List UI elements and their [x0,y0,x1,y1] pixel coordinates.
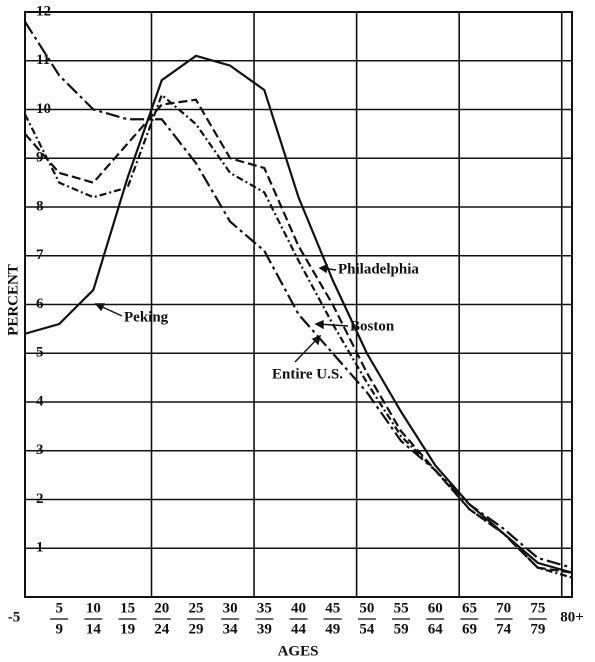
x-tick-label: 69 [462,621,477,637]
x-tick-label: 79 [530,621,545,637]
x-tick-label: 40 [291,600,306,616]
x-tick-label: 70 [496,600,511,616]
x-tick-label: 75 [530,600,545,616]
x-tick-label: 34 [223,621,239,637]
x-tick-label: 25 [188,600,203,616]
x-tick-label: 65 [462,600,477,616]
y-tick-label: 11 [36,52,50,68]
x-tick-label: 39 [257,621,272,637]
x-tick-label: 80+ [560,609,584,625]
x-tick-label: 10 [86,600,101,616]
y-tick-label: 12 [36,3,51,19]
x-tick-label: 20 [154,600,169,616]
x-tick-label: 59 [394,621,409,637]
y-tick-label: 6 [36,296,44,312]
x-axis-label: AGES [278,643,319,659]
x-tick-label: 60 [428,600,443,616]
y-tick-label: 2 [36,491,44,507]
y-tick-label: 5 [36,345,44,361]
x-tick-label: 14 [86,621,102,637]
y-tick-label: 7 [36,247,44,263]
x-tick-label: 54 [359,621,375,637]
series-line [24,21,573,569]
series-label: Boston [350,318,395,334]
x-tick-label: 24 [154,621,170,637]
x-tick-label: 19 [120,621,135,637]
x-tick-label: 9 [55,621,63,637]
series-line [24,54,573,574]
x-tick-label: 55 [394,600,409,616]
y-tick-label: 3 [36,442,44,458]
x-tick-label: 30 [223,600,238,616]
y-tick-label: 9 [36,150,44,166]
series-label: Philadelphia [338,261,419,277]
y-tick-label: 10 [36,101,51,117]
x-tick-label: -5 [8,609,21,625]
x-tick-label: 45 [325,600,340,616]
x-tick-label: 29 [188,621,203,637]
arrows [94,263,349,363]
x-tick-label: 35 [257,600,272,616]
y-tick-label: 1 [36,540,44,556]
x-tick-label: 15 [120,600,135,616]
y-tick-label: 8 [36,198,44,214]
series-label: Entire U.S. [272,366,343,382]
x-tick-label: 5 [55,600,63,616]
x-tick-label: 49 [325,621,340,637]
series-line [24,98,573,574]
x-tick-label: 74 [496,621,512,637]
x-tick-label: 50 [359,600,374,616]
series-line [24,93,573,579]
series-label: Peking [124,309,169,325]
x-tick-label: 44 [291,621,307,637]
y-tick-label: 4 [36,393,44,409]
x-tick-label: 64 [428,621,444,637]
y-axis-label: PERCENT [5,264,21,336]
